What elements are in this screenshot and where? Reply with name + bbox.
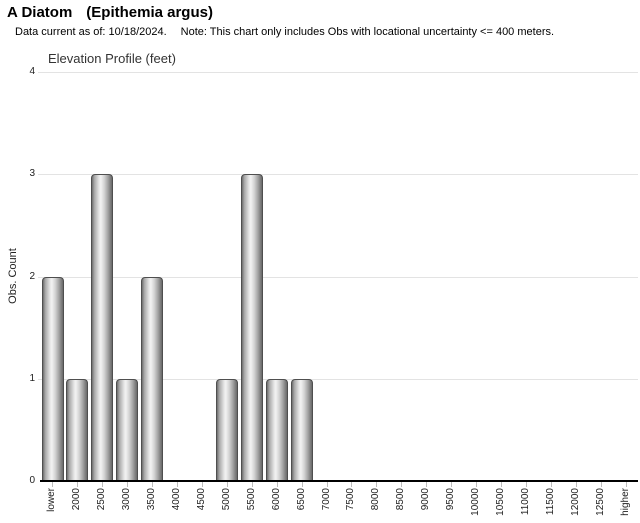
x-tick xyxy=(476,482,477,487)
subtitle: Data current as of: 10/18/2024. Note: Thi… xyxy=(15,26,554,38)
x-tick-label: 4000 xyxy=(171,488,182,511)
x-tick xyxy=(302,482,303,487)
gridline xyxy=(38,277,638,278)
x-tick xyxy=(551,482,552,487)
x-tick-label: 3000 xyxy=(121,488,132,511)
y-tick-label: 2 xyxy=(29,271,35,282)
x-tick-label: 6500 xyxy=(296,488,307,511)
x-tick-label: 8500 xyxy=(395,488,406,511)
page-title: A Diatom (Epithemia argus) xyxy=(7,4,213,21)
gridline xyxy=(38,379,638,380)
x-tick-label: higher xyxy=(620,488,631,516)
x-tick-label: 12000 xyxy=(570,488,581,516)
x-tick xyxy=(177,482,178,487)
bar-6500[interactable] xyxy=(291,379,313,480)
x-tick-label: 7500 xyxy=(345,488,356,511)
title-common-name: A Diatom xyxy=(7,4,73,21)
bar-6000[interactable] xyxy=(266,379,288,480)
x-tick-label: 5500 xyxy=(246,488,257,511)
subtitle-note: Note: This chart only includes Obs with … xyxy=(180,26,555,38)
x-tick-label: 10000 xyxy=(470,488,481,516)
bar-2000[interactable] xyxy=(66,379,88,480)
y-tick-label: 0 xyxy=(29,475,35,486)
x-tick xyxy=(451,482,452,487)
title-scientific-name: (Epithemia argus) xyxy=(86,4,213,21)
x-tick xyxy=(601,482,602,487)
chart-title: Elevation Profile (feet) xyxy=(48,51,176,66)
bar-5500[interactable] xyxy=(241,174,263,480)
subtitle-data-current: Data current as of: 10/18/2024. xyxy=(15,26,167,38)
bar-5000[interactable] xyxy=(216,379,238,480)
x-tick-label: lower xyxy=(46,488,57,512)
y-tick-label: 3 xyxy=(29,168,35,179)
x-tick-label: 6000 xyxy=(271,488,282,511)
x-tick xyxy=(127,482,128,487)
bar-2500[interactable] xyxy=(91,174,113,480)
x-tick-label: 11000 xyxy=(520,488,531,516)
x-tick xyxy=(202,482,203,487)
x-tick xyxy=(351,482,352,487)
x-tick-label: 8000 xyxy=(370,488,381,511)
x-tick xyxy=(576,482,577,487)
x-tick xyxy=(252,482,253,487)
x-tick xyxy=(277,482,278,487)
x-tick xyxy=(401,482,402,487)
x-tick xyxy=(227,482,228,487)
x-tick xyxy=(327,482,328,487)
gridline xyxy=(38,174,638,175)
x-tick-label: 5000 xyxy=(221,488,232,511)
x-tick-label: 9500 xyxy=(445,488,456,511)
x-tick xyxy=(77,482,78,487)
x-tick xyxy=(626,482,627,487)
y-tick-label: 1 xyxy=(29,373,35,384)
gridline xyxy=(38,72,638,73)
y-tick-label: 4 xyxy=(29,66,35,77)
x-tick xyxy=(426,482,427,487)
x-tick xyxy=(526,482,527,487)
x-tick xyxy=(52,482,53,487)
x-tick-label: 12500 xyxy=(595,488,606,516)
x-tick-label: 2000 xyxy=(71,488,82,511)
x-tick-label: 2500 xyxy=(96,488,107,511)
x-axis-line xyxy=(40,480,638,482)
x-tick xyxy=(152,482,153,487)
bar-lower[interactable] xyxy=(42,277,64,480)
x-tick xyxy=(501,482,502,487)
bar-3500[interactable] xyxy=(141,277,163,480)
x-tick-label: 9000 xyxy=(420,488,431,511)
bar-3000[interactable] xyxy=(116,379,138,480)
x-tick-label: 3500 xyxy=(146,488,157,511)
x-tick-label: 4500 xyxy=(196,488,207,511)
x-tick xyxy=(102,482,103,487)
x-tick-label: 7000 xyxy=(321,488,332,511)
x-tick xyxy=(376,482,377,487)
x-tick-label: 10500 xyxy=(495,488,506,516)
x-tick-label: 11500 xyxy=(545,488,556,516)
